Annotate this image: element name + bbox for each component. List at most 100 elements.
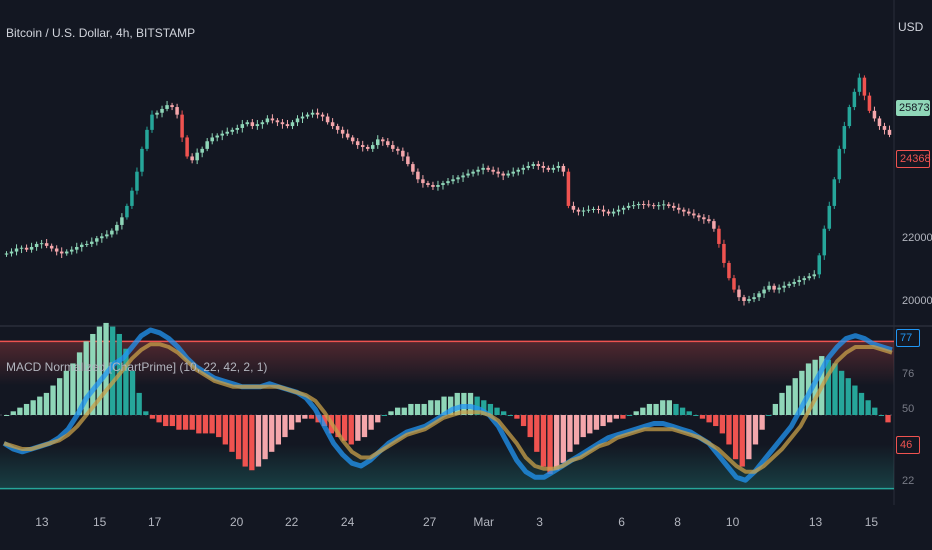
candle-body xyxy=(145,129,149,149)
candle-body xyxy=(481,167,485,170)
histogram-bar xyxy=(308,415,315,419)
candle-body xyxy=(235,127,240,130)
candle-body xyxy=(295,118,300,123)
candle-body xyxy=(230,129,235,132)
histogram-bar xyxy=(50,385,56,415)
candle-body xyxy=(330,122,335,127)
histogram-bar xyxy=(852,385,858,415)
x-tick-label: 17 xyxy=(148,515,162,529)
histogram-bar xyxy=(401,407,407,415)
indicator-title[interactable]: MACD Normalized [ChartPrime] (10, 22, 42… xyxy=(6,360,268,374)
signal-line xyxy=(3,342,893,474)
candle-body xyxy=(546,167,551,170)
candle-body xyxy=(34,243,39,247)
candle-body xyxy=(436,185,440,187)
candle-body xyxy=(140,148,144,172)
candle-body xyxy=(170,105,174,108)
candle-body xyxy=(315,112,320,115)
histogram-bar xyxy=(163,415,169,427)
histogram-bar xyxy=(282,415,288,438)
candle-body xyxy=(345,133,350,138)
candle-body xyxy=(64,251,69,254)
candle-body xyxy=(120,217,124,225)
histogram-bar xyxy=(845,378,851,415)
histogram-bar xyxy=(587,415,593,434)
histogram-bar xyxy=(269,415,275,452)
candle-body xyxy=(155,112,159,115)
histogram-bar xyxy=(448,396,454,415)
histogram-bar xyxy=(779,392,785,415)
histogram-bar xyxy=(262,415,268,460)
candle-body xyxy=(551,167,556,170)
candle-body xyxy=(441,183,445,185)
histogram-bar xyxy=(719,415,726,434)
candle-body xyxy=(591,208,596,210)
candle-body xyxy=(476,169,480,172)
candle-body xyxy=(451,179,455,182)
histogram-bar xyxy=(487,403,494,415)
histogram-bar xyxy=(832,363,838,415)
candle-body xyxy=(767,285,771,290)
candle-body xyxy=(225,131,230,134)
candle-body xyxy=(581,210,586,212)
candle-body xyxy=(130,190,134,206)
candle-body xyxy=(687,211,691,214)
candle-body xyxy=(837,148,842,180)
candle-body xyxy=(852,91,857,108)
candle-body xyxy=(320,114,325,117)
candle-body xyxy=(817,255,822,275)
candle-body xyxy=(646,204,651,206)
candle-body xyxy=(381,139,385,142)
histogram-bar xyxy=(156,415,162,423)
histogram-bar xyxy=(441,396,447,415)
candle-body xyxy=(461,175,465,178)
histogram-bar xyxy=(858,392,865,415)
histogram-bar xyxy=(129,370,136,415)
candle-body xyxy=(396,148,400,151)
histogram-bar xyxy=(507,415,513,416)
candle-body xyxy=(631,205,636,207)
candle-body xyxy=(165,105,169,109)
histogram-bar xyxy=(554,415,560,471)
histogram-bar xyxy=(759,415,765,430)
histogram-bar xyxy=(746,415,752,460)
candle-body xyxy=(877,118,882,127)
candle-body xyxy=(386,141,390,146)
candle-body xyxy=(732,278,736,290)
histogram-bar xyxy=(461,392,467,415)
histogram-bar xyxy=(10,411,16,415)
candle-body xyxy=(842,126,847,149)
candle-body xyxy=(355,141,360,146)
candle-body xyxy=(250,122,255,127)
candle-body xyxy=(335,126,340,130)
histogram-bar xyxy=(96,326,103,415)
histogram-bar xyxy=(414,403,421,415)
candle-body xyxy=(54,248,59,252)
x-tick-label: 22 xyxy=(285,515,299,529)
candle-body xyxy=(180,114,184,138)
currency-label[interactable]: USD xyxy=(898,20,924,34)
candle-body xyxy=(9,251,14,254)
candle-body xyxy=(260,122,265,125)
histogram-bar xyxy=(408,403,414,415)
histogram-bar xyxy=(772,403,779,415)
histogram-bar xyxy=(825,359,832,415)
ind-tick-22: 22 xyxy=(902,475,915,487)
histogram-bar xyxy=(547,415,553,474)
histogram-bar xyxy=(673,403,679,415)
candle-body xyxy=(511,171,515,174)
histogram-bar xyxy=(23,403,30,415)
histogram-bar xyxy=(785,385,792,415)
histogram-bar xyxy=(726,415,732,445)
histogram-bar xyxy=(633,411,639,415)
histogram-bar xyxy=(799,370,805,415)
candle-body xyxy=(777,287,781,290)
candle-body xyxy=(90,241,94,244)
candle-body xyxy=(847,107,852,127)
ind-tick-50: 50 xyxy=(902,403,915,415)
x-tick-label: Mar xyxy=(473,515,495,529)
candle-body xyxy=(210,137,214,142)
candle-body xyxy=(792,281,796,284)
histogram-bar xyxy=(216,415,222,438)
